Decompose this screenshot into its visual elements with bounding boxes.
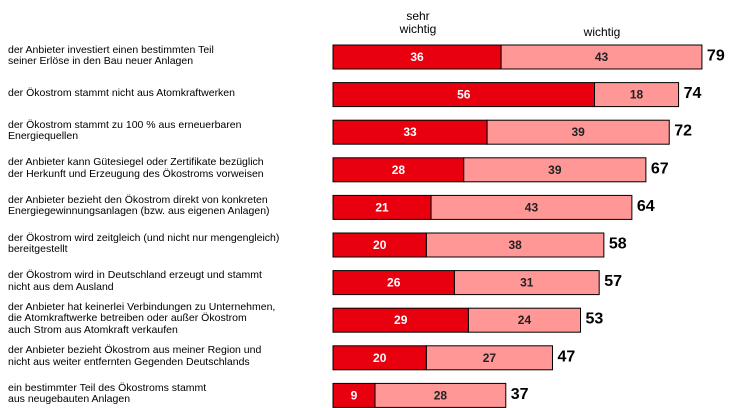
value-label: 20 — [373, 238, 387, 252]
bar-segment — [467, 307, 582, 333]
value-label: 20 — [373, 351, 387, 365]
bar-segment — [332, 157, 465, 183]
total-label: 74 — [684, 85, 702, 102]
category-label: der Ökostrom wird in Deutschland erzeugt… — [8, 269, 262, 293]
value-label: 18 — [630, 88, 644, 102]
bar-segment — [425, 232, 605, 258]
bar-segment — [453, 270, 600, 296]
value-label: 43 — [595, 50, 609, 64]
category-label: der Ökostrom stammt zu 100 % aus erneuer… — [8, 118, 242, 143]
value-label: 24 — [518, 313, 532, 327]
bar-segment — [500, 44, 703, 70]
value-label: 39 — [571, 125, 585, 139]
bar-segment — [332, 119, 488, 145]
total-label: 37 — [511, 386, 529, 403]
category-label: ein bestimmter Teil des Ökostroms stammt… — [8, 381, 207, 406]
bar-segment — [332, 270, 455, 296]
value-label: 29 — [394, 313, 408, 327]
category-label: der Ökostrom wird zeitgleich (und nicht … — [8, 231, 280, 255]
bar-segment — [332, 382, 376, 408]
value-label: 36 — [410, 50, 424, 64]
value-label: 27 — [483, 351, 497, 365]
total-label: 57 — [604, 273, 622, 290]
bar-segment — [463, 157, 647, 183]
value-label: 21 — [375, 200, 389, 214]
bar-segment — [594, 82, 680, 108]
total-label: 64 — [637, 198, 655, 215]
value-label: 28 — [392, 163, 406, 177]
category-label: der Ökostrom stammt nicht aus Atomkraftw… — [8, 86, 235, 99]
category-label: der Anbieter investiert einen bestimmten… — [8, 43, 214, 67]
category-label: der Anbieter kann Gütesiegel oder Zertif… — [8, 156, 264, 180]
value-label: 56 — [457, 88, 471, 102]
bar-segment — [332, 345, 427, 371]
category-label: der Anbieter hat keinerlei Verbindungen … — [8, 300, 276, 336]
bar-segment — [374, 382, 507, 408]
value-label: 28 — [434, 388, 448, 402]
category-label: der Anbieter bezieht den Ökostrom direkt… — [8, 193, 270, 218]
value-label: 9 — [351, 388, 358, 402]
total-label: 58 — [609, 236, 627, 253]
value-label: 38 — [508, 238, 522, 252]
bar-segment — [425, 345, 553, 371]
total-label: 67 — [651, 160, 669, 177]
total-label: 47 — [557, 348, 575, 365]
value-label: 26 — [387, 276, 401, 290]
value-label: 39 — [548, 163, 562, 177]
bar-segment — [332, 44, 502, 70]
total-label: 72 — [674, 123, 692, 140]
legend-label: sehr wichtig — [399, 9, 437, 36]
value-label: 43 — [525, 200, 539, 214]
bar-segment — [332, 307, 469, 333]
legend-label: wichtig — [583, 25, 621, 39]
value-label: 31 — [520, 276, 534, 290]
value-label: 33 — [403, 125, 417, 139]
bar-segment — [332, 82, 596, 108]
total-label: 79 — [707, 48, 725, 65]
bar-segment — [486, 119, 670, 145]
total-label: 53 — [586, 311, 604, 328]
bar-segment — [430, 194, 633, 220]
bar-segment — [332, 232, 427, 258]
category-label: der Anbieter bezieht Ökostrom aus meiner… — [8, 344, 262, 368]
